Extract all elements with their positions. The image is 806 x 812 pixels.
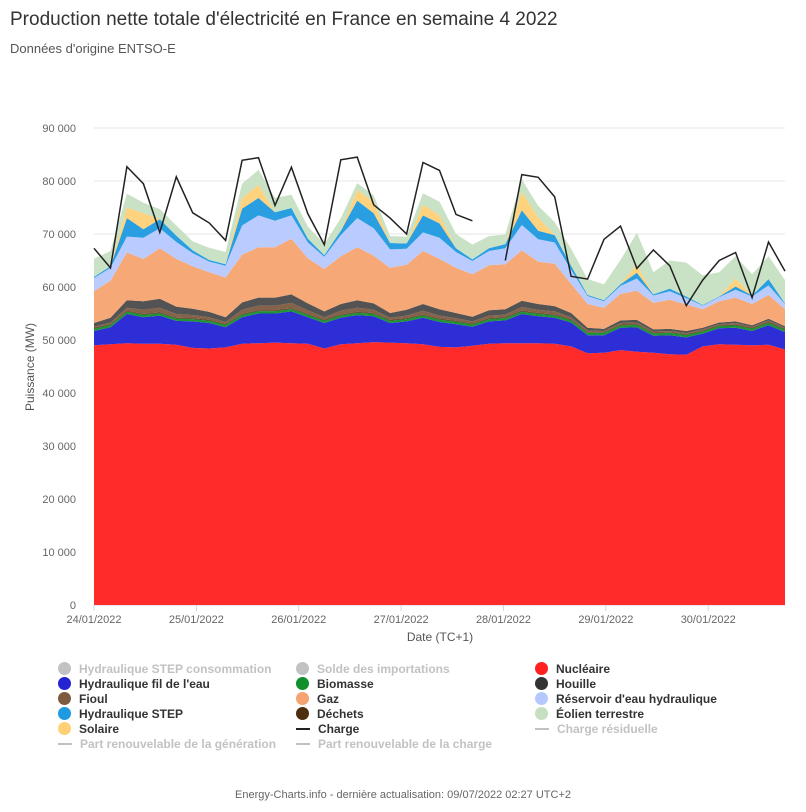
y-tick-label: 30 000 bbox=[42, 441, 76, 453]
legend-item[interactable]: Part renouvelable de la génération bbox=[58, 736, 276, 751]
legend-item[interactable]: Solaire bbox=[58, 721, 119, 736]
stacked-area-chart: 0 10 000 20 000 30 000 40 000 50 000 60 000 70 … bbox=[23, 123, 786, 644]
legend-label: Part renouvelable de la génération bbox=[80, 736, 277, 751]
legend-label: Hydraulique fil de l'eau bbox=[79, 676, 210, 691]
footer-credit: Energy-Charts.info - dernière actualisat… bbox=[235, 789, 571, 801]
x-tick-label: 30/01/2022 bbox=[681, 614, 736, 626]
legend-dot-icon bbox=[535, 677, 548, 690]
chart-title: Production nette totale d'électricité en… bbox=[10, 9, 558, 30]
legend-item[interactable]: Biomasse bbox=[296, 676, 374, 691]
area-fioul bbox=[94, 302, 785, 335]
x-tick-label: 28/01/2022 bbox=[476, 614, 531, 626]
legend-label: Charge bbox=[318, 721, 360, 736]
x-tick-label: 25/01/2022 bbox=[169, 614, 224, 626]
legend-label: Réservoir d'eau hydraulique bbox=[556, 691, 717, 706]
x-tick-label: 27/01/2022 bbox=[374, 614, 429, 626]
legend-label: Solde des importations bbox=[317, 661, 450, 676]
legend-item[interactable]: Éolien terrestre bbox=[535, 706, 644, 721]
area-gaz bbox=[94, 238, 785, 331]
legend-item[interactable]: Houille bbox=[535, 676, 596, 691]
legend-dot-icon bbox=[296, 662, 309, 675]
legend-dot-icon bbox=[296, 677, 309, 690]
legend-item[interactable]: Hydraulique STEP bbox=[58, 706, 183, 721]
legend-item[interactable]: Charge bbox=[296, 721, 359, 736]
area-biomasse bbox=[94, 309, 785, 338]
legend-item[interactable]: Charge résiduelle bbox=[535, 721, 658, 736]
y-tick-label: 50 000 bbox=[42, 335, 76, 347]
legend-label: Biomasse bbox=[317, 676, 374, 691]
legend-line-icon bbox=[296, 742, 310, 745]
legend-item[interactable]: Réservoir d'eau hydraulique bbox=[535, 691, 717, 706]
legend-item[interactable]: Fioul bbox=[58, 691, 108, 706]
chart-subtitle: Données d'origine ENTSO-E bbox=[10, 41, 176, 56]
legend-item[interactable]: Déchets bbox=[296, 706, 364, 721]
legend-dot-icon bbox=[58, 722, 71, 735]
charge-line bbox=[93, 156, 786, 308]
legend-item[interactable]: Hydraulique fil de l'eau bbox=[58, 676, 210, 691]
legend-item[interactable]: Nucléaire bbox=[535, 661, 610, 676]
legend-dot-icon bbox=[58, 677, 71, 690]
legend-dot-icon bbox=[535, 692, 548, 705]
legend-item[interactable]: Hydraulique STEP consommation bbox=[58, 661, 271, 676]
y-tick-label: 0 bbox=[70, 600, 76, 612]
legend-item[interactable]: Gaz bbox=[296, 691, 339, 706]
x-axis-ticks: 24/01/2022 25/01/2022 26/01/2022 27/01/2022… bbox=[66, 605, 736, 626]
legend-dot-icon bbox=[58, 707, 71, 720]
legend-label: Charge résiduelle bbox=[557, 721, 658, 736]
legend-label: Fioul bbox=[79, 691, 108, 706]
legend-label: Hydraulique STEP bbox=[79, 706, 184, 721]
x-axis-label: Date (TC+1) bbox=[407, 630, 473, 644]
legend-label: Solaire bbox=[79, 721, 120, 736]
area-nucléaire bbox=[94, 342, 785, 605]
x-tick-label: 26/01/2022 bbox=[271, 614, 326, 626]
x-tick-label: 24/01/2022 bbox=[66, 614, 121, 626]
x-tick-label: 29/01/2022 bbox=[578, 614, 633, 626]
legend-line-icon bbox=[58, 742, 72, 745]
y-tick-label: 70 000 bbox=[42, 229, 76, 241]
legend-label: Hydraulique STEP consommation bbox=[79, 661, 272, 676]
series-areas bbox=[94, 169, 785, 605]
legend-line-icon bbox=[535, 727, 549, 730]
legend-label: Nucléaire bbox=[556, 661, 611, 676]
legend-dot-icon bbox=[296, 707, 309, 720]
y-axis-ticks: 0 10 000 20 000 30 000 40 000 50 000 60 000 70 … bbox=[42, 123, 76, 612]
charge-series-line bbox=[93, 156, 786, 308]
legend-label: Gaz bbox=[317, 691, 340, 706]
legend-label: Part renouvelable de la charge bbox=[318, 736, 493, 751]
y-tick-label: 40 000 bbox=[42, 388, 76, 400]
legend-dot-icon bbox=[58, 662, 71, 675]
legend-line-icon bbox=[296, 727, 310, 730]
area-houille bbox=[94, 294, 785, 334]
legend-dot-icon bbox=[535, 662, 548, 675]
y-tick-label: 60 000 bbox=[42, 282, 76, 294]
y-tick-label: 80 000 bbox=[42, 176, 76, 188]
legend-label: Houille bbox=[556, 676, 597, 691]
legend-dot-icon bbox=[296, 692, 309, 705]
legend-dot-icon bbox=[58, 692, 71, 705]
legend-label: Éolien terrestre bbox=[556, 706, 645, 721]
legend-item[interactable]: Solde des importations bbox=[296, 661, 450, 676]
area-éolien-terrestre bbox=[94, 169, 785, 305]
area-réservoir-d-eau-hydraulique bbox=[94, 215, 785, 310]
y-tick-label: 20 000 bbox=[42, 494, 76, 506]
legend-item[interactable]: Part renouvelable de la charge bbox=[296, 736, 492, 751]
y-tick-label: 10 000 bbox=[42, 547, 76, 559]
area-hydraulique-fil-de-l-eau bbox=[94, 311, 785, 355]
legend-dot-icon bbox=[535, 707, 548, 720]
legend-label: Déchets bbox=[317, 706, 364, 721]
y-axis-label: Puissance (MW) bbox=[23, 323, 37, 411]
y-tick-label: 90 000 bbox=[42, 123, 76, 135]
